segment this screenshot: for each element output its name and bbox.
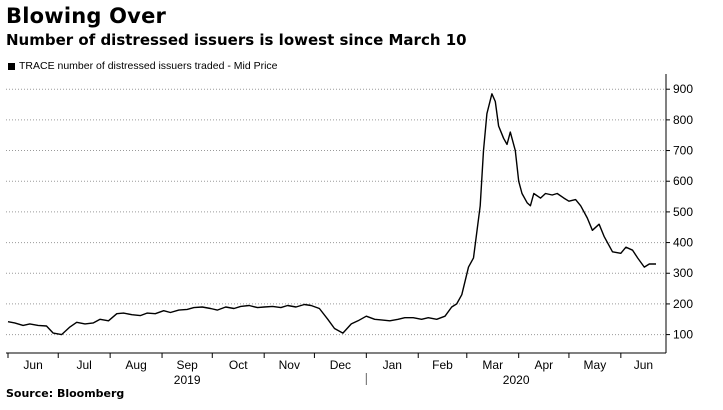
legend: TRACE number of distressed issuers trade… bbox=[8, 60, 278, 72]
x-tick-label-8: Feb bbox=[432, 358, 453, 372]
x-tick-label-6: Dec bbox=[330, 358, 351, 372]
y-tick-label-800: 800 bbox=[673, 113, 693, 127]
y-tick-label-400: 400 bbox=[673, 236, 693, 250]
x-tick-label-9: Mar bbox=[482, 358, 503, 372]
x-tick-label-11: May bbox=[584, 358, 607, 372]
x-tick-label-4: Oct bbox=[229, 358, 248, 372]
y-tick-label-900: 900 bbox=[673, 82, 693, 96]
source-note: Source: Bloomberg bbox=[6, 387, 125, 400]
x-tick-label-0: Jun bbox=[23, 358, 42, 372]
year-label-2020: 2020 bbox=[503, 373, 530, 387]
year-label-2019: 2019 bbox=[174, 373, 201, 387]
x-tick-label-5: Nov bbox=[279, 358, 300, 372]
y-tick-label-200: 200 bbox=[673, 297, 693, 311]
x-tick-label-7: Jan bbox=[383, 358, 402, 372]
legend-label: TRACE number of distressed issuers trade… bbox=[19, 60, 278, 72]
y-tick-label-100: 100 bbox=[673, 328, 693, 342]
chart-subtitle: Number of distressed issuers is lowest s… bbox=[6, 31, 467, 49]
series-line bbox=[7, 93, 656, 336]
y-tick-label-600: 600 bbox=[673, 174, 693, 188]
x-tick-label-10: Apr bbox=[534, 358, 553, 372]
x-tick-label-2: Aug bbox=[125, 358, 146, 372]
y-tick-label-700: 700 bbox=[673, 144, 693, 158]
x-tick-label-3: Sep bbox=[176, 358, 198, 372]
y-tick-label-500: 500 bbox=[673, 205, 693, 219]
y-tick-label-300: 300 bbox=[673, 266, 693, 280]
x-tick-label-1: Jul bbox=[77, 358, 92, 372]
chart-title: Blowing Over bbox=[6, 4, 167, 28]
legend-swatch bbox=[8, 62, 15, 70]
x-tick-label-12: Jun bbox=[634, 358, 653, 372]
